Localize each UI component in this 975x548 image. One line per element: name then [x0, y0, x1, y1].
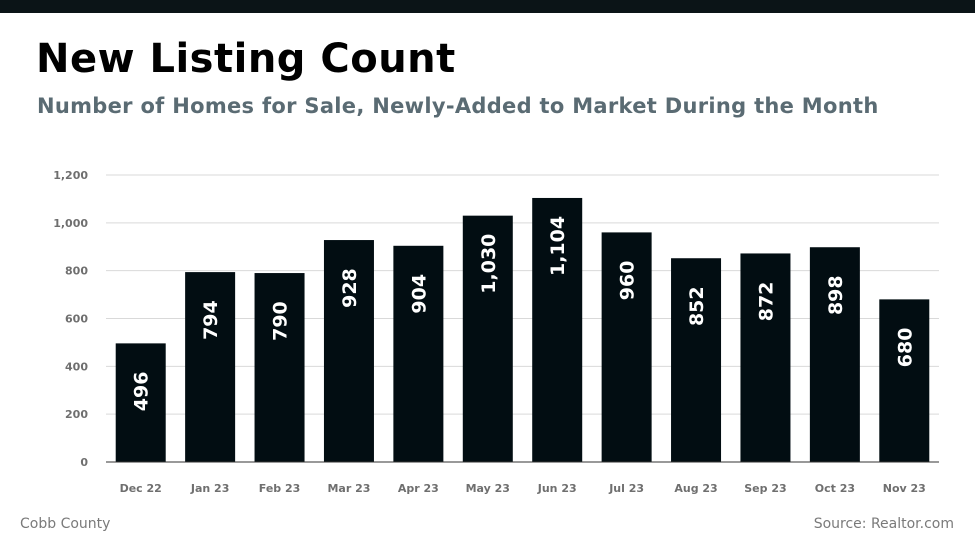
bar	[393, 245, 444, 462]
x-tick-label: Feb 23	[259, 482, 301, 495]
y-tick-label: 200	[65, 408, 88, 421]
x-tick-label: Aug 23	[674, 482, 717, 495]
y-tick-label: 1,200	[53, 169, 88, 182]
bar	[323, 240, 374, 462]
x-tick-label: May 23	[466, 482, 510, 495]
chart-subtitle: Number of Homes for Sale, Newly-Added to…	[37, 94, 879, 118]
y-tick-label: 1,000	[53, 217, 88, 230]
bar-value-label: 1,030	[478, 234, 500, 294]
chart-title: New Listing Count	[36, 36, 456, 82]
bar-value-label: 1,104	[547, 216, 569, 276]
bar-value-label: 960	[617, 261, 639, 301]
x-tick-label: Dec 22	[120, 482, 162, 495]
x-axis-ticks: Dec 22 Jan 23 Feb 23 Mar 23 Apr 23 May 23 Jun …	[120, 482, 926, 495]
bar-value-label: 794	[200, 300, 222, 340]
bar-value-label: 928	[339, 268, 361, 308]
bar	[185, 272, 236, 462]
bar-value-label: 872	[755, 282, 777, 322]
bar	[532, 197, 583, 462]
x-tick-label: Mar 23	[327, 482, 370, 495]
bar-value-label: 898	[825, 275, 847, 315]
bar-value-label: 852	[686, 286, 708, 326]
bar	[462, 215, 513, 462]
top-band	[0, 0, 975, 13]
y-tick-label: 400	[65, 360, 88, 373]
x-tick-label: Sep 23	[744, 482, 786, 495]
x-tick-label: Apr 23	[398, 482, 439, 495]
x-tick-label: Oct 23	[815, 482, 855, 495]
x-tick-label: Jun 23	[537, 482, 577, 495]
y-tick-label: 600	[65, 313, 88, 326]
bar	[601, 232, 652, 462]
bar-value-label: 496	[131, 372, 153, 412]
y-axis-ticks: 0 200 400 600 800 1,000 1,200	[53, 169, 88, 469]
y-tick-label: 0	[80, 456, 88, 469]
bar-value-label: 680	[894, 328, 916, 368]
grid-lines	[106, 174, 939, 415]
bar-value-label: 904	[408, 274, 430, 314]
y-tick-label: 800	[65, 265, 88, 278]
bar-value-label: 790	[270, 301, 292, 341]
source-label: Source: Realtor.com	[813, 516, 954, 532]
bar	[879, 299, 930, 462]
bar	[809, 247, 860, 462]
x-tick-label: Jan 23	[190, 482, 229, 495]
bar	[740, 253, 791, 462]
bar	[671, 258, 722, 462]
x-tick-label: Jul 23	[608, 482, 644, 495]
bars: 496 794 790 928 904 1,030 1,104 960 852 872 898 680	[115, 197, 930, 462]
x-tick-label: Nov 23	[883, 482, 926, 495]
bar	[115, 343, 166, 462]
bar	[254, 273, 305, 462]
region-label: Cobb County	[20, 516, 111, 532]
